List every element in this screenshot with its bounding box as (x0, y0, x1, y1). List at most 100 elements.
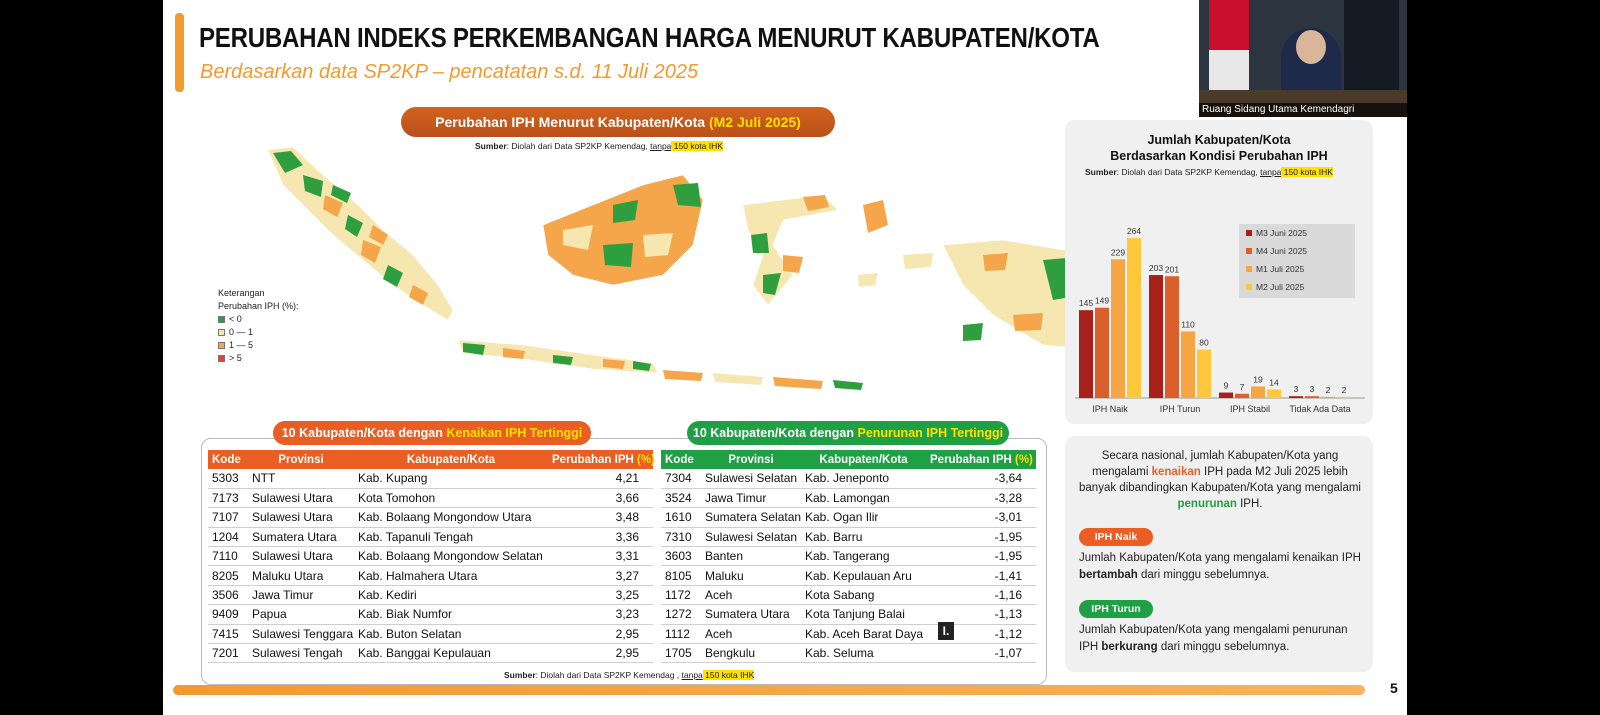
cell-kabupaten: Kab. Banggai Kepulauan (354, 643, 548, 664)
table-row: 7110 Sulawesi Utara Kab. Bolaang Mongondow… (208, 546, 653, 567)
col-perubahan-label: Perubahan IPH (552, 453, 637, 466)
naik-desc-b: bertambah (1079, 569, 1138, 581)
table-row: 1172 Aceh Kota Sabang -1,16 (661, 585, 1036, 606)
cell-perubahan: 3,48 (548, 507, 653, 528)
bar-value-label: 9 (1224, 381, 1229, 391)
cell-kode: 3506 (208, 585, 248, 606)
cell-perubahan: -1,41 (926, 565, 1036, 586)
indonesia-choropleth-map (267, 146, 1134, 390)
cell-kabupaten: Kab. Seluma (801, 643, 926, 664)
col-perubahan-unit: (%) (1015, 453, 1033, 466)
x-tick-label: IPH Naik (1092, 404, 1128, 414)
bar (1165, 276, 1179, 398)
turun-desc-a: Jumlah Kabupaten/Kota yang mengalami pen… (1079, 624, 1348, 653)
cell-kabupaten: Kota Tanjung Balai (801, 604, 926, 625)
legend-item-high: > 5 (218, 352, 299, 365)
table-row: 1272 Sumatera Utara Kota Tanjung Balai -1,1… (661, 604, 1036, 625)
cell-perubahan: -3,28 (926, 488, 1036, 509)
chart-source-text: : Diolah dari Data SP2KP Kemendag, (1116, 167, 1261, 177)
legend-label: M4 Juni 2025 (1256, 246, 1307, 256)
col-kode: Kode (208, 450, 248, 469)
cell-kabupaten: Kab. Tapanuli Tengah (354, 527, 548, 548)
bar-value-label: 203 (1149, 263, 1163, 273)
cell-perubahan: -3,01 (926, 507, 1036, 528)
cell-kabupaten: Kab. Jeneponto (801, 469, 926, 489)
x-tick-label: Tidak Ada Data (1289, 404, 1350, 414)
info-summary-a: Secara nasional, jumlah Kabupaten/Kota y… (1092, 450, 1339, 478)
table-row: 3524 Jawa Timur Kab. Lamongan -3,28 (661, 488, 1036, 509)
cell-kabupaten: Kab. Kepulauan Aru (801, 565, 926, 586)
cell-provinsi: Banten (701, 546, 801, 567)
bar-value-label: 3 (1294, 384, 1299, 394)
bar-value-label: 201 (1165, 264, 1179, 274)
col-kabupaten: Kabupaten/Kota (354, 450, 548, 469)
table-row: 1204 Sumatera Utara Kab. Tapanuli Tengah 3,… (208, 527, 653, 548)
cell-kabupaten: Kab. Kediri (354, 585, 548, 606)
cell-perubahan: 3,27 (548, 565, 653, 586)
legend-swatch-red (218, 355, 225, 362)
table-row: 7107 Sulawesi Utara Kab. Bolaang Mongondow… (208, 507, 653, 528)
cell-perubahan: 4,21 (548, 469, 653, 489)
cell-kode: 7304 (661, 469, 701, 489)
cell-provinsi: NTT (248, 469, 354, 489)
legend-title-1: Keterangan (218, 288, 265, 298)
speaker-head (1296, 30, 1326, 64)
cell-provinsi: Sulawesi Utara (248, 507, 354, 528)
footer-bar (173, 685, 1365, 695)
table-row: 7201 Sulawesi Tengah Kab. Banggai Kepulaua… (208, 643, 653, 664)
video-thumbnail[interactable]: Ruang Sidang Utama Kemendagri (1199, 0, 1407, 117)
map-source-text: : Diolah dari Data SP2KP Kemendag, (506, 141, 651, 151)
text-cursor-icon: I. (938, 622, 954, 640)
col-perubahan-label: Perubahan IPH (930, 453, 1015, 466)
title-accent-bar (175, 13, 184, 92)
sulawesi-region (742, 194, 839, 306)
tables-source: Sumber: Diolah dari Data SP2KP Kemendag … (504, 670, 755, 680)
cell-provinsi: Sumatera Utara (701, 604, 801, 625)
table-row: 7304 Sulawesi Selatan Kab. Jeneponto -3,64 (661, 469, 1036, 489)
legend-label: > 5 (229, 353, 242, 363)
bar-value-label: 14 (1269, 378, 1279, 388)
bar-value-label: 2 (1342, 385, 1347, 395)
table-header-row: Kode Provinsi Kabupaten/Kota Perubahan I… (208, 450, 655, 469)
cell-kode: 1610 (661, 507, 701, 528)
map-legend: Keterangan Perubahan IPH (%): < 0 0 — 1 … (218, 287, 299, 365)
legend-swatch (1246, 284, 1252, 290)
cell-kabupaten: Kab. Halmahera Utara (354, 565, 548, 586)
table-down-title-highlight: Penurunan IPH Tertinggi (857, 426, 1004, 440)
table-row: 8205 Maluku Utara Kab. Halmahera Utara 3,27 (208, 565, 653, 586)
chart-source-highlight: 150 kota IHK (1281, 167, 1333, 177)
tables-source-highlight: 150 kota IHK (702, 670, 755, 680)
table-row: 1705 Bengkulu Kab. Seluma -1,07 (661, 643, 1036, 664)
bar-value-label: 264 (1127, 226, 1141, 236)
cell-provinsi: Sumatera Selatan (701, 507, 801, 528)
info-summary-naik: kenaikan (1151, 466, 1201, 478)
info-summary-b: IPH pada M2 Juli 2025 lebih banyak diban… (1079, 466, 1361, 494)
col-kode: Kode (661, 450, 701, 469)
bar-value-label: 229 (1111, 247, 1125, 257)
bar (1111, 259, 1125, 398)
legend-swatch (1246, 266, 1252, 272)
col-provinsi: Provinsi (701, 450, 801, 469)
col-perubahan: Perubahan IPH (%) (548, 450, 655, 469)
bar-value-label: 7 (1240, 382, 1245, 392)
cell-perubahan: -1,07 (926, 643, 1036, 664)
maluku-region (858, 200, 983, 341)
iph-naik-description: Jumlah Kabupaten/Kota yang mengalami ken… (1079, 550, 1369, 584)
legend-label: < 0 (229, 314, 242, 324)
table-up-title-highlight: Kenaikan IPH Tertinggi (446, 426, 583, 440)
table-row: 5303 NTT Kab. Kupang 4,21 (208, 469, 653, 489)
legend-label: M3 Juni 2025 (1256, 228, 1307, 238)
cell-kode: 7173 (208, 488, 248, 509)
cell-perubahan: -1,13 (926, 604, 1036, 625)
cell-kabupaten: Kab. Tangerang (801, 546, 926, 567)
bar (1321, 396, 1335, 398)
bar (1149, 275, 1163, 398)
map-title: Perubahan IPH Menurut Kabupaten/Kota (435, 114, 709, 130)
kalimantan-region (542, 174, 704, 286)
cell-kode: 1272 (661, 604, 701, 625)
legend-label: 1 — 5 (229, 340, 254, 350)
cell-kabupaten: Kab. Buton Selatan (354, 624, 548, 645)
cell-perubahan: 3,31 (548, 546, 653, 567)
cell-kode: 1112 (661, 624, 701, 645)
